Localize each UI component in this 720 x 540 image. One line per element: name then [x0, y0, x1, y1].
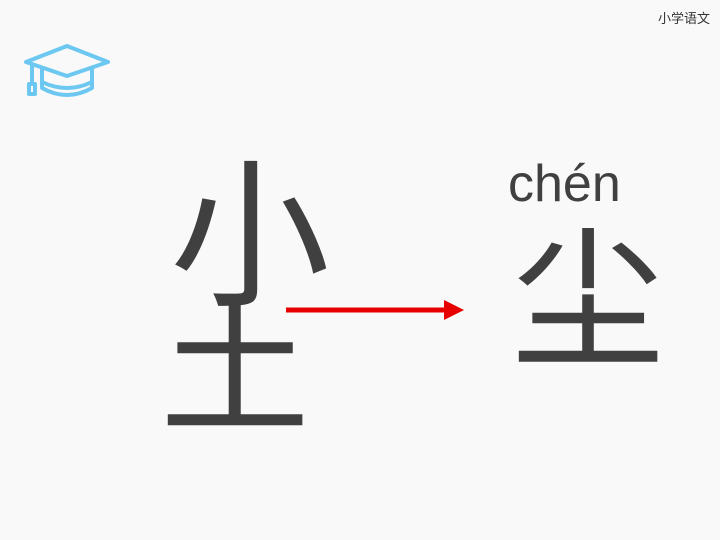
result-character: 尘 — [512, 213, 664, 390]
subject-label: 小学语文 — [657, 12, 710, 27]
component-xiao: 小 — [170, 144, 331, 331]
arrow-right-icon — [286, 300, 464, 320]
graduation-cap-icon — [24, 44, 110, 97]
component-tu: 土 — [160, 282, 311, 456]
result-pinyin: chén — [508, 155, 621, 213]
